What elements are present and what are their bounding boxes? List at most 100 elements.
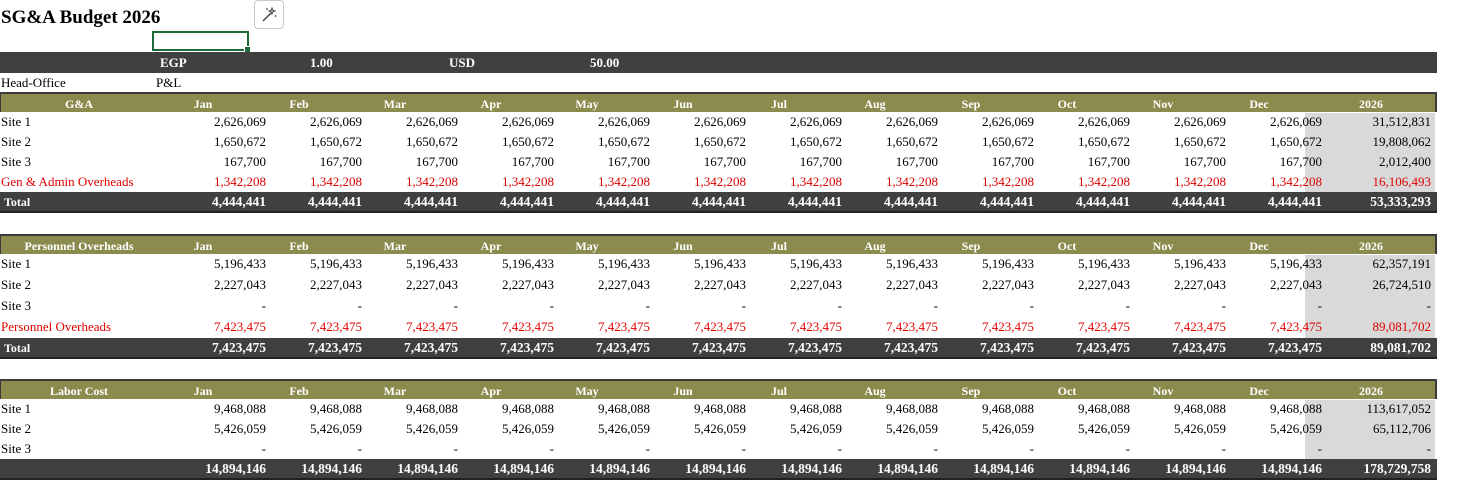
month-header[interactable]: Sep [961, 384, 981, 398]
value-cell[interactable]: 5,196,433 [1270, 256, 1322, 271]
value-cell[interactable]: 1,650,672 [406, 134, 458, 149]
total-cell[interactable]: 7,423,475 [1076, 340, 1130, 355]
month-header[interactable]: Feb [289, 239, 309, 253]
value-cell[interactable]: 5,196,433 [1174, 256, 1226, 271]
value-cell[interactable]: 1,342,208 [982, 174, 1034, 189]
total-cell[interactable]: 14,894,146 [1165, 461, 1226, 476]
value-cell[interactable]: 7,423,475 [214, 319, 266, 334]
value-cell[interactable]: 7,423,475 [1078, 319, 1130, 334]
month-header[interactable]: Aug [864, 384, 886, 398]
total-cell[interactable]: 14,894,146 [589, 461, 650, 476]
value-cell[interactable]: 9,468,088 [790, 401, 842, 416]
value-cell[interactable]: 5,196,433 [1078, 256, 1130, 271]
total-cell[interactable]: 7,423,475 [980, 340, 1034, 355]
value-cell[interactable]: 9,468,088 [406, 401, 458, 416]
total-cell[interactable]: 14,894,146 [397, 461, 458, 476]
section-header-label[interactable]: Personnel Overheads [24, 239, 134, 253]
value-cell[interactable]: 5,426,059 [982, 421, 1034, 436]
value-cell[interactable]: 26,724,510 [1372, 277, 1432, 292]
row-label[interactable]: Site 1 [1, 401, 31, 416]
value-cell[interactable]: 167,700 [799, 154, 842, 169]
value-cell[interactable]: - [1426, 441, 1431, 456]
month-header[interactable]: Jun [673, 384, 693, 398]
section-header-label[interactable]: Labor Cost [49, 384, 109, 398]
total-cell[interactable]: 14,894,146 [1069, 461, 1130, 476]
total-cell[interactable]: 4,444,441 [788, 194, 842, 209]
value-cell[interactable]: 2,626,069 [790, 114, 842, 129]
value-cell[interactable]: - [645, 441, 650, 456]
value-cell[interactable]: 167,700 [319, 154, 362, 169]
month-header[interactable]: Jan [193, 239, 213, 253]
value-cell[interactable]: - [357, 441, 362, 456]
total-cell[interactable]: 14,894,146 [493, 461, 554, 476]
total-cell[interactable]: 7,423,475 [308, 340, 362, 355]
value-cell[interactable]: 7,423,475 [502, 319, 554, 334]
row-label[interactable]: Site 1 [1, 256, 31, 271]
total-cell[interactable]: 53,333,293 [1370, 194, 1431, 209]
value-cell[interactable]: 5,426,059 [1270, 421, 1322, 436]
total-cell[interactable]: 4,444,441 [1076, 194, 1130, 209]
value-cell[interactable]: 1,650,672 [886, 134, 938, 149]
value-cell[interactable]: 2,227,043 [886, 277, 938, 292]
month-header[interactable]: Feb [289, 97, 309, 111]
value-cell[interactable]: 5,426,059 [886, 421, 938, 436]
total-label[interactable]: Total [4, 341, 31, 355]
month-header[interactable]: 2026 [1359, 239, 1383, 253]
month-header[interactable]: Aug [864, 97, 886, 111]
value-cell[interactable]: 5,426,059 [310, 421, 362, 436]
total-cell[interactable]: 7,423,475 [1172, 340, 1226, 355]
value-cell[interactable]: 5,196,433 [502, 256, 554, 271]
value-cell[interactable]: - [933, 298, 938, 313]
value-cell[interactable]: 1,650,672 [310, 134, 362, 149]
value-cell[interactable]: 2,227,043 [1174, 277, 1226, 292]
value-cell[interactable]: 7,423,475 [886, 319, 938, 334]
month-header[interactable]: May [575, 239, 599, 253]
value-cell[interactable]: 5,196,433 [214, 256, 266, 271]
value-cell[interactable]: 1,650,672 [598, 134, 650, 149]
month-header[interactable]: Jun [673, 97, 693, 111]
value-cell[interactable]: 1,650,672 [502, 134, 554, 149]
value-cell[interactable]: 1,342,208 [886, 174, 938, 189]
value-cell[interactable]: 5,196,433 [310, 256, 362, 271]
value-cell[interactable]: - [1029, 298, 1034, 313]
value-cell[interactable]: - [549, 298, 554, 313]
value-cell[interactable]: 1,650,672 [214, 134, 266, 149]
value-cell[interactable]: 5,196,433 [694, 256, 746, 271]
value-cell[interactable]: 9,468,088 [886, 401, 938, 416]
value-cell[interactable]: 1,650,672 [1270, 134, 1322, 149]
month-header[interactable]: Dec [1249, 384, 1269, 398]
value-cell[interactable]: 2,626,069 [694, 114, 746, 129]
value-cell[interactable]: 9,468,088 [1078, 401, 1130, 416]
month-header[interactable]: Nov [1152, 97, 1174, 111]
value-cell[interactable]: 5,426,059 [790, 421, 842, 436]
month-header[interactable]: Aug [864, 239, 886, 253]
value-cell[interactable]: - [453, 298, 458, 313]
month-header[interactable]: 2026 [1359, 97, 1383, 111]
row-label[interactable]: Site 3 [1, 154, 31, 169]
value-cell[interactable]: - [1317, 441, 1322, 456]
value-cell[interactable]: 167,700 [1279, 154, 1322, 169]
value-cell[interactable]: 9,468,088 [1174, 401, 1226, 416]
value-cell[interactable]: 2,626,069 [1174, 114, 1226, 129]
selected-cell[interactable] [152, 31, 251, 53]
value-cell[interactable]: 2,626,069 [1078, 114, 1130, 129]
total-cell[interactable]: 7,423,475 [404, 340, 458, 355]
row-label[interactable]: Gen & Admin Overheads [1, 174, 134, 189]
value-cell[interactable]: 5,196,433 [406, 256, 458, 271]
row-label[interactable]: Site 3 [1, 441, 31, 456]
total-label[interactable]: Total [4, 195, 31, 209]
value-cell[interactable]: 7,423,475 [790, 319, 842, 334]
value-cell[interactable]: 5,196,433 [982, 256, 1034, 271]
value-cell[interactable]: 2,626,069 [886, 114, 938, 129]
value-cell[interactable]: 7,423,475 [982, 319, 1034, 334]
value-cell[interactable]: 5,426,059 [1174, 421, 1226, 436]
value-cell[interactable]: 1,342,208 [214, 174, 266, 189]
value-cell[interactable]: - [741, 441, 746, 456]
value-cell[interactable]: 2,626,069 [598, 114, 650, 129]
month-header[interactable]: Nov [1152, 239, 1174, 253]
value-cell[interactable]: 9,468,088 [1270, 401, 1322, 416]
value-cell[interactable]: - [1317, 298, 1322, 313]
value-cell[interactable]: 2,626,069 [1270, 114, 1322, 129]
value-cell[interactable]: 16,106,493 [1372, 174, 1432, 189]
value-cell[interactable]: - [837, 441, 842, 456]
